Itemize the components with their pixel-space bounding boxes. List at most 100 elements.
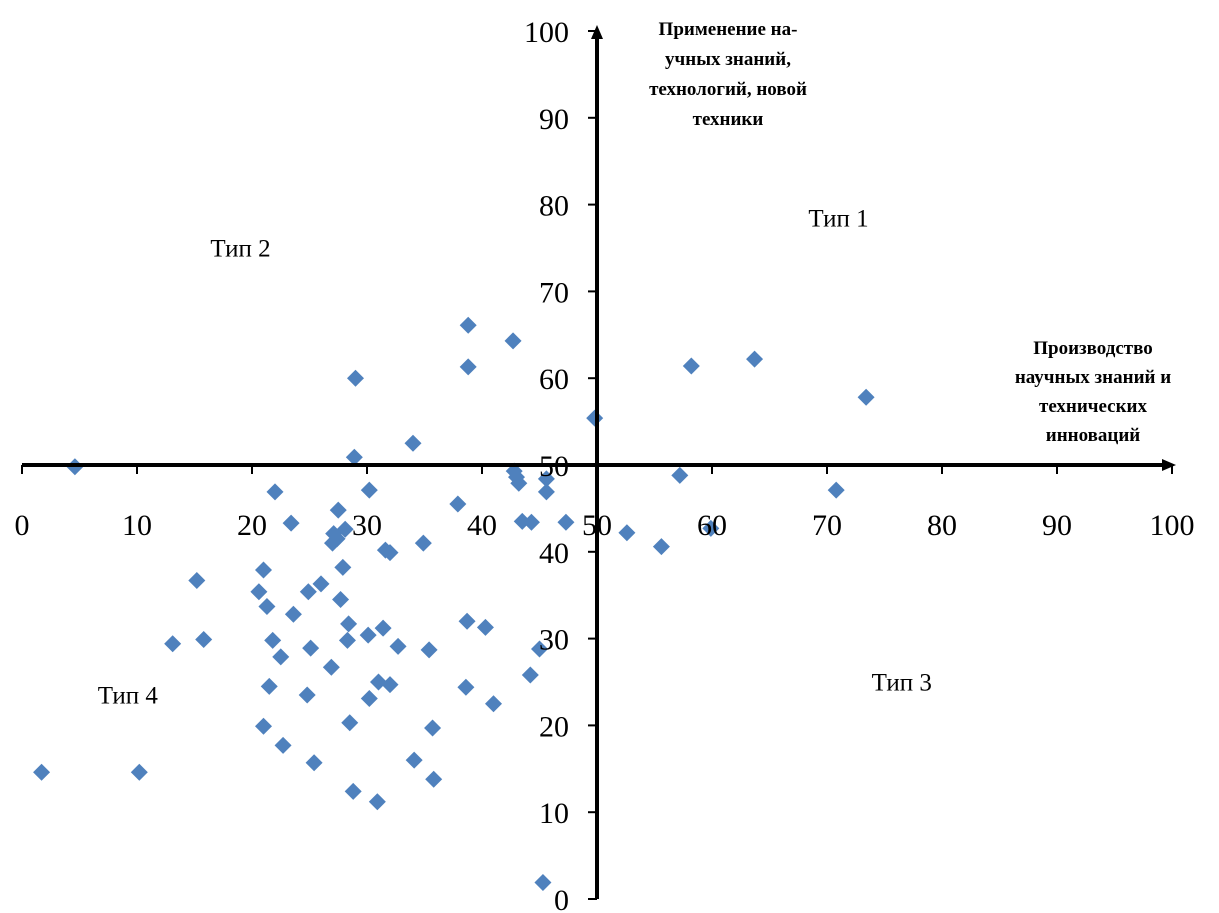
data-point bbox=[389, 637, 407, 655]
quadrant-label-q3: Тип 3 bbox=[872, 670, 932, 697]
y-tick-label: 100 bbox=[524, 16, 569, 49]
quadrant-label-q2: Тип 2 bbox=[210, 236, 270, 263]
data-point bbox=[537, 483, 555, 501]
quadrant-label-q4: Тип 4 bbox=[98, 683, 159, 710]
data-point bbox=[340, 615, 358, 633]
data-point bbox=[282, 514, 300, 532]
data-point bbox=[485, 695, 502, 713]
x-tick-label: 10 bbox=[122, 509, 152, 542]
data-point bbox=[531, 640, 548, 658]
data-point bbox=[322, 658, 340, 676]
x-tick-label: 100 bbox=[1150, 509, 1195, 542]
data-point bbox=[414, 534, 432, 552]
y-tick-label: 50 bbox=[539, 450, 569, 483]
data-point bbox=[195, 630, 213, 648]
x-tick-label: 40 bbox=[467, 509, 497, 542]
data-point bbox=[671, 466, 689, 484]
y-tick-label: 90 bbox=[539, 103, 569, 136]
data-point bbox=[302, 639, 320, 657]
data-point bbox=[341, 714, 359, 732]
data-point bbox=[457, 678, 475, 696]
data-point bbox=[652, 538, 670, 556]
data-point bbox=[266, 483, 284, 501]
axes: 0 10 20 30 40 50 60 70 80 90 100 0 10 20 30 40 50 60 70 80 9… bbox=[15, 16, 1195, 913]
quadrant-label-q1: Тип 1 bbox=[808, 205, 868, 232]
x-tick-label: 60 bbox=[697, 509, 727, 542]
data-point bbox=[374, 619, 392, 637]
data-point bbox=[522, 513, 540, 531]
data-point bbox=[338, 631, 356, 649]
data-point bbox=[510, 474, 528, 492]
data-point bbox=[405, 751, 423, 769]
x-tick-label: 70 bbox=[812, 509, 842, 542]
y-tick-label: 30 bbox=[539, 624, 569, 657]
data-point bbox=[459, 358, 477, 376]
x-axis-title: Производство научных знаний и технических и… bbox=[1015, 338, 1171, 446]
data-point bbox=[459, 316, 477, 334]
data-point bbox=[345, 448, 363, 466]
data-point bbox=[618, 524, 636, 542]
y-axis-title: Применение на-учных знаний, технологий, н… bbox=[649, 19, 807, 130]
data-point bbox=[258, 597, 276, 615]
y-tick-label: 60 bbox=[539, 363, 569, 396]
y-tick-label: 10 bbox=[539, 797, 569, 830]
data-point bbox=[298, 686, 316, 704]
x-tick-label: 80 bbox=[927, 509, 957, 542]
data-point bbox=[336, 520, 354, 538]
x-axis-arrow bbox=[1162, 459, 1176, 471]
data-point bbox=[857, 388, 875, 406]
data-point bbox=[260, 677, 278, 695]
data-point bbox=[458, 612, 476, 630]
data-point bbox=[347, 369, 364, 387]
data-point bbox=[360, 689, 378, 707]
x-tick-label: 50 bbox=[582, 509, 612, 542]
data-point bbox=[359, 626, 377, 644]
data-point bbox=[332, 591, 350, 609]
data-point bbox=[344, 782, 362, 800]
data-point bbox=[449, 495, 467, 513]
data-point bbox=[368, 793, 386, 811]
data-point bbox=[305, 754, 323, 772]
y-tick-label: 0 bbox=[554, 884, 569, 913]
data-point bbox=[299, 583, 317, 601]
y-tick-label: 80 bbox=[539, 190, 569, 223]
data-point bbox=[420, 641, 438, 659]
x-tick-label: 20 bbox=[237, 509, 267, 542]
data-point bbox=[827, 481, 845, 499]
data-point bbox=[746, 350, 764, 368]
x-tick-label: 90 bbox=[1042, 509, 1072, 542]
data-point bbox=[329, 501, 347, 519]
y-tick-label: 40 bbox=[539, 537, 569, 570]
data-point bbox=[130, 763, 148, 781]
data-point bbox=[557, 513, 575, 531]
data-point bbox=[534, 874, 552, 892]
data-point bbox=[164, 635, 182, 653]
data-point bbox=[586, 409, 604, 427]
x-tick-label: 30 bbox=[352, 509, 382, 542]
data-point bbox=[424, 719, 442, 737]
data-point bbox=[334, 558, 352, 576]
data-point bbox=[370, 673, 387, 691]
chart-labels: Применение на-учных знаний, технологий, н… bbox=[98, 19, 1172, 710]
data-point bbox=[381, 676, 399, 694]
y-tick-label: 70 bbox=[539, 276, 569, 309]
data-point bbox=[504, 332, 522, 350]
data-point bbox=[702, 519, 720, 537]
y-tick-label: 20 bbox=[539, 710, 569, 743]
data-point bbox=[328, 530, 346, 548]
data-points bbox=[33, 316, 875, 892]
data-point bbox=[255, 561, 272, 579]
data-point bbox=[33, 763, 51, 781]
x-tick-label: 0 bbox=[15, 509, 30, 542]
data-point bbox=[682, 357, 700, 375]
data-point bbox=[274, 736, 292, 754]
data-point bbox=[381, 544, 399, 562]
data-point bbox=[404, 434, 422, 452]
data-point bbox=[255, 717, 272, 735]
data-point bbox=[250, 583, 268, 601]
data-point bbox=[425, 770, 443, 788]
data-point bbox=[312, 575, 330, 593]
data-point bbox=[521, 666, 539, 684]
data-point bbox=[188, 571, 206, 589]
